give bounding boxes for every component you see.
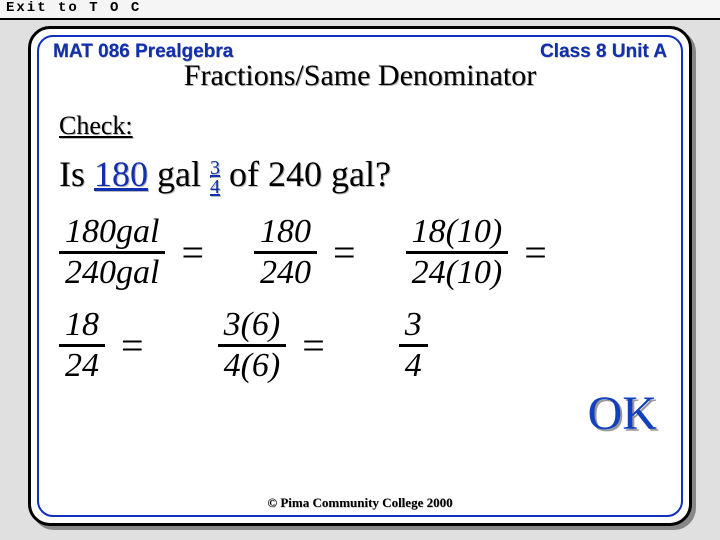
math-row-1: 180gal 240gal = 180 240 = 18(10) 24(10) [59, 213, 661, 292]
fraction: 18(10) 24(10) [406, 213, 509, 292]
den: 24(10) [406, 254, 509, 292]
q-pre: Is [59, 154, 94, 194]
q-value: 180 [94, 154, 148, 194]
q-frac-den: 4 [210, 176, 220, 196]
num: 18(10) [406, 213, 509, 251]
equals-sign: = [327, 229, 362, 276]
question-text: Is 180 gal 34 of 240 gal? [59, 153, 667, 197]
exit-toc-link[interactable]: Exit to T O C [0, 0, 720, 20]
num: 180 [254, 213, 317, 251]
check-label: Check: [59, 111, 667, 141]
copyright-footer: © Pima Community College 2000 [39, 495, 681, 511]
q-mid2: of 240 gal? [220, 154, 391, 194]
num: 3 [399, 306, 428, 344]
den: 4 [399, 347, 428, 385]
num: 180gal [59, 213, 165, 251]
den: 24 [59, 347, 105, 385]
fraction: 180 240 [254, 213, 317, 292]
equals-sign: = [518, 229, 553, 276]
fraction: 3 4 [399, 306, 428, 385]
equals-sign: = [296, 322, 331, 369]
num: 18 [59, 306, 105, 344]
den: 240gal [59, 254, 165, 292]
ok-label: OK [588, 386, 657, 441]
slide-inner: MAT 086 Prealgebra Class 8 Unit A Fracti… [37, 35, 683, 517]
fraction: 180gal 240gal [59, 213, 165, 292]
fraction: 3(6) 4(6) [218, 306, 287, 385]
exit-label: Exit to T O C [6, 0, 141, 16]
slide-title: Fractions/Same Denominator [53, 59, 667, 93]
equals-sign: = [115, 322, 150, 369]
den: 240 [254, 254, 317, 292]
math-work: 180gal 240gal = 180 240 = 18(10) 24(10) [53, 213, 667, 385]
equals-sign: = [175, 229, 210, 276]
class-label: Class 8 Unit A [540, 41, 667, 63]
q-fraction: 34 [210, 159, 220, 197]
fraction: 18 24 [59, 306, 105, 385]
q-mid1: gal [148, 154, 210, 194]
slide-card: MAT 086 Prealgebra Class 8 Unit A Fracti… [28, 26, 692, 526]
den: 4(6) [218, 347, 287, 385]
num: 3(6) [218, 306, 287, 344]
math-row-2: 18 24 = 3(6) 4(6) = 3 4 [59, 306, 661, 385]
